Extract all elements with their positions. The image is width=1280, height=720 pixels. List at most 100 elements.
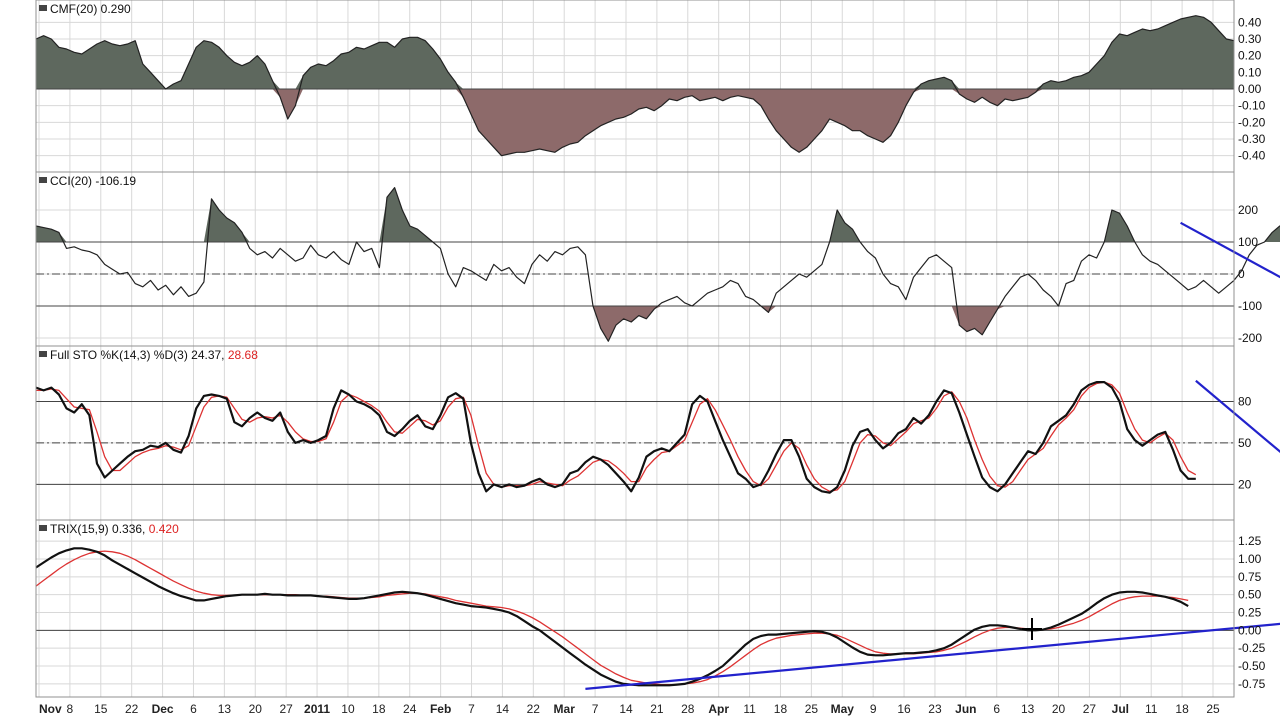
y-tick-label: 0.20 <box>1238 49 1262 63</box>
date-tick-label: Dec <box>152 702 174 716</box>
y-tick-label: -100 <box>1238 299 1262 313</box>
y-tick-label: 200 <box>1238 203 1258 217</box>
panel-title-part: CMF(20) 0.290 <box>50 2 131 16</box>
panel-title-part: CCI(20) -106.19 <box>50 174 136 188</box>
legend-glyph <box>39 177 47 183</box>
date-tick-label: 10 <box>341 702 355 716</box>
legend-glyph <box>39 5 47 11</box>
date-tick-label: 2011 <box>304 702 330 716</box>
panel-cci: 200 100 0 -100 -200 CCI(20) -106.19 <box>35 171 1280 347</box>
y-tick-label: 0.40 <box>1238 15 1262 29</box>
date-tick-label: Apr <box>708 702 729 716</box>
date-tick-label: 27 <box>279 702 293 716</box>
cci-overbought-area <box>36 187 1280 242</box>
date-tick-label: 14 <box>496 702 510 716</box>
y-tick-label: 0.50 <box>1238 588 1262 602</box>
date-tick-label: 25 <box>805 702 819 716</box>
panel-title-part: Full STO %K(14,3) %D(3) 24.37, <box>50 348 228 362</box>
panel-trix: 1.25 1.00 0.75 0.50 0.25 0.00 -0.25 -0.50 -0.75 T… <box>35 519 1280 698</box>
panel-title-part: 28.68 <box>228 348 258 362</box>
y-tick-label: -0.40 <box>1238 149 1266 163</box>
panel-title: Full STO %K(14,3) %D(3) 24.37, 28.68 <box>50 348 258 362</box>
series-line-cmf <box>35 15 1235 157</box>
date-tick-label: Nov <box>39 702 62 716</box>
y-tick-label: -0.50 <box>1238 659 1266 673</box>
date-tick-label: 18 <box>1175 702 1189 716</box>
date-axis: Nov 8 15 22 Dec 6 13 20 27 2011 10 18 24 Feb 7 14 22 Mar 7… <box>39 702 1220 716</box>
panel-border <box>35 519 1235 698</box>
y-tick-label: 50 <box>1238 436 1252 450</box>
series-line-cci <box>35 187 1280 342</box>
date-tick-label: 7 <box>468 702 475 716</box>
legend-glyph <box>39 351 47 357</box>
panel-border <box>35 345 1235 521</box>
y-tick-label: 1.25 <box>1238 534 1262 548</box>
date-tick-label: 18 <box>372 702 386 716</box>
y-tick-label: 0.10 <box>1238 65 1262 79</box>
date-tick-label: Jul <box>1112 702 1129 716</box>
series-line-trix <box>35 547 1189 687</box>
legend-glyph <box>39 525 47 531</box>
y-tick-label: 0.75 <box>1238 570 1262 584</box>
panel-title-part: 0.420 <box>149 522 179 536</box>
date-tick-label: Mar <box>554 702 576 716</box>
date-tick-label: 24 <box>403 702 417 716</box>
y-tick-label: 0.30 <box>1238 32 1262 46</box>
y-tick-label: 0 <box>1238 267 1245 281</box>
date-tick-label: 18 <box>774 702 788 716</box>
trendline <box>1180 221 1280 279</box>
series-line-signal <box>35 550 1189 686</box>
date-tick-label: 23 <box>928 702 942 716</box>
y-tick-label: 1.00 <box>1238 552 1262 566</box>
date-tick-label: 6 <box>993 702 1000 716</box>
cmf-positive-area <box>36 15 1234 90</box>
date-tick-label: 28 <box>681 702 695 716</box>
y-tick-label: -0.25 <box>1238 641 1266 655</box>
trendline <box>1195 379 1280 454</box>
date-tick-label: 14 <box>619 702 633 716</box>
y-tick-label: -0.20 <box>1238 115 1266 129</box>
y-tick-label: 0.00 <box>1238 82 1262 96</box>
date-tick-label: 27 <box>1083 702 1097 716</box>
y-tick-label: 80 <box>1238 394 1252 408</box>
y-tick-label: -200 <box>1238 331 1262 345</box>
y-tick-label: 0.00 <box>1238 623 1262 637</box>
date-tick-label: 21 <box>650 702 664 716</box>
date-tick-label: 22 <box>527 702 541 716</box>
date-tick-label: 11 <box>743 702 756 716</box>
y-tick-label: -0.30 <box>1238 132 1266 146</box>
y-tick-label: -0.75 <box>1238 677 1266 691</box>
date-tick-label: 15 <box>94 702 108 716</box>
panel-title: CCI(20) -106.19 <box>50 174 136 188</box>
date-tick-label: 11 <box>1145 702 1158 716</box>
date-tick-label: 6 <box>190 702 197 716</box>
y-tick-label: -0.10 <box>1238 99 1266 113</box>
date-tick-label: 9 <box>870 702 877 716</box>
date-tick-label: Jun <box>955 702 976 716</box>
date-tick-label: 7 <box>592 702 599 716</box>
y-tick-label: 20 <box>1238 477 1252 491</box>
cmf-negative-area <box>36 89 1234 156</box>
date-tick-label: 20 <box>1052 702 1066 716</box>
y-tick-label: 0.25 <box>1238 606 1262 620</box>
date-tick-label: Feb <box>430 702 451 716</box>
date-tick-label: 13 <box>218 702 232 716</box>
cci-oversold-area <box>36 306 1280 342</box>
panel-cmf: 0.40 0.30 0.20 0.10 0.00 -0.10 -0.20 -0.30 -0.40… <box>35 0 1266 173</box>
panel-title-part: TRIX(15,9) 0.336, <box>50 522 149 536</box>
panel-title: CMF(20) 0.290 <box>50 2 131 16</box>
date-tick-label: 20 <box>249 702 263 716</box>
panel-title: TRIX(15,9) 0.336, 0.420 <box>50 522 179 536</box>
series-line-k <box>35 381 1196 494</box>
date-tick-label: 16 <box>897 702 911 716</box>
date-tick-label: May <box>831 702 855 716</box>
series-line-d <box>36 381 1197 492</box>
date-tick-label: 13 <box>1021 702 1035 716</box>
trendline <box>585 622 1280 690</box>
y-tick-label: 100 <box>1238 235 1258 249</box>
panel-sto: 80 50 20 Full STO %K(14,3) %D(3) 24.37, 28.… <box>35 345 1280 521</box>
date-tick-label: 22 <box>125 702 139 716</box>
date-tick-label: 8 <box>67 702 74 716</box>
date-tick-label: 25 <box>1206 702 1220 716</box>
